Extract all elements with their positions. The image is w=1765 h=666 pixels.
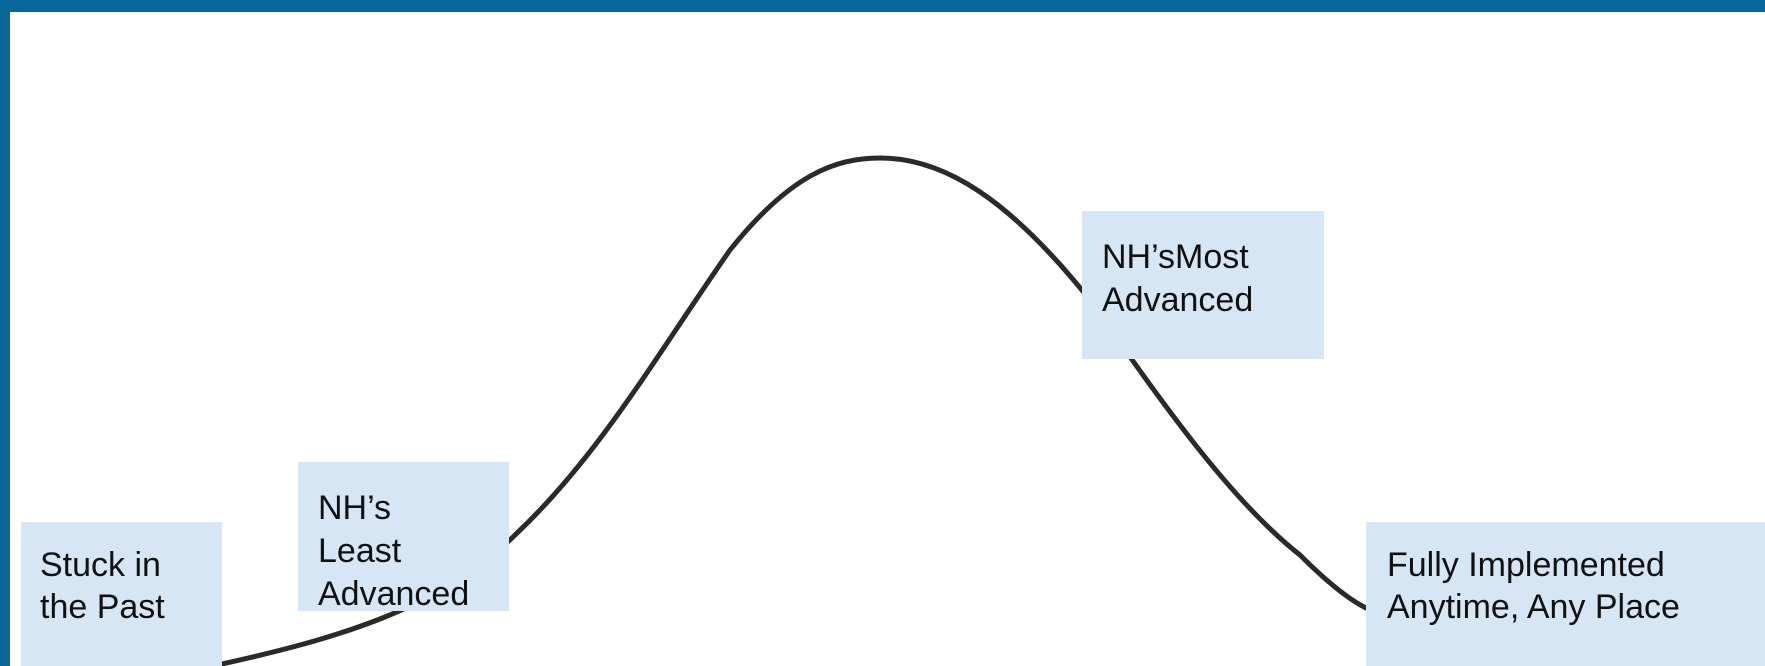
frame-left-bar — [0, 0, 10, 666]
frame-top-bar — [0, 0, 1765, 12]
stage-label-text: Advanced — [1102, 281, 1254, 319]
stage-label-most-advanced: NH’sMost Advanced — [1082, 211, 1324, 359]
stage-label-stuck-in-past: Stuck in the Past — [21, 522, 222, 666]
stage-label-text: Least — [318, 532, 402, 570]
stage-label-text: Anytime, Any Place — [1387, 588, 1680, 626]
stage-label-text: Fully Implemented — [1387, 546, 1665, 584]
stage-label-fully-implemented: Fully Implemented Anytime, Any Place — [1366, 522, 1765, 666]
stage-label-text: Advanced — [318, 575, 470, 613]
stage-label-text: the Past — [40, 588, 165, 626]
stage-label-text: NH’sMost — [1102, 238, 1249, 276]
stage-label-text: Stuck in — [40, 546, 161, 584]
stage-label-text: NH’s — [318, 489, 392, 527]
stage-label-least-advanced: NH’s Least Advanced — [298, 462, 509, 613]
